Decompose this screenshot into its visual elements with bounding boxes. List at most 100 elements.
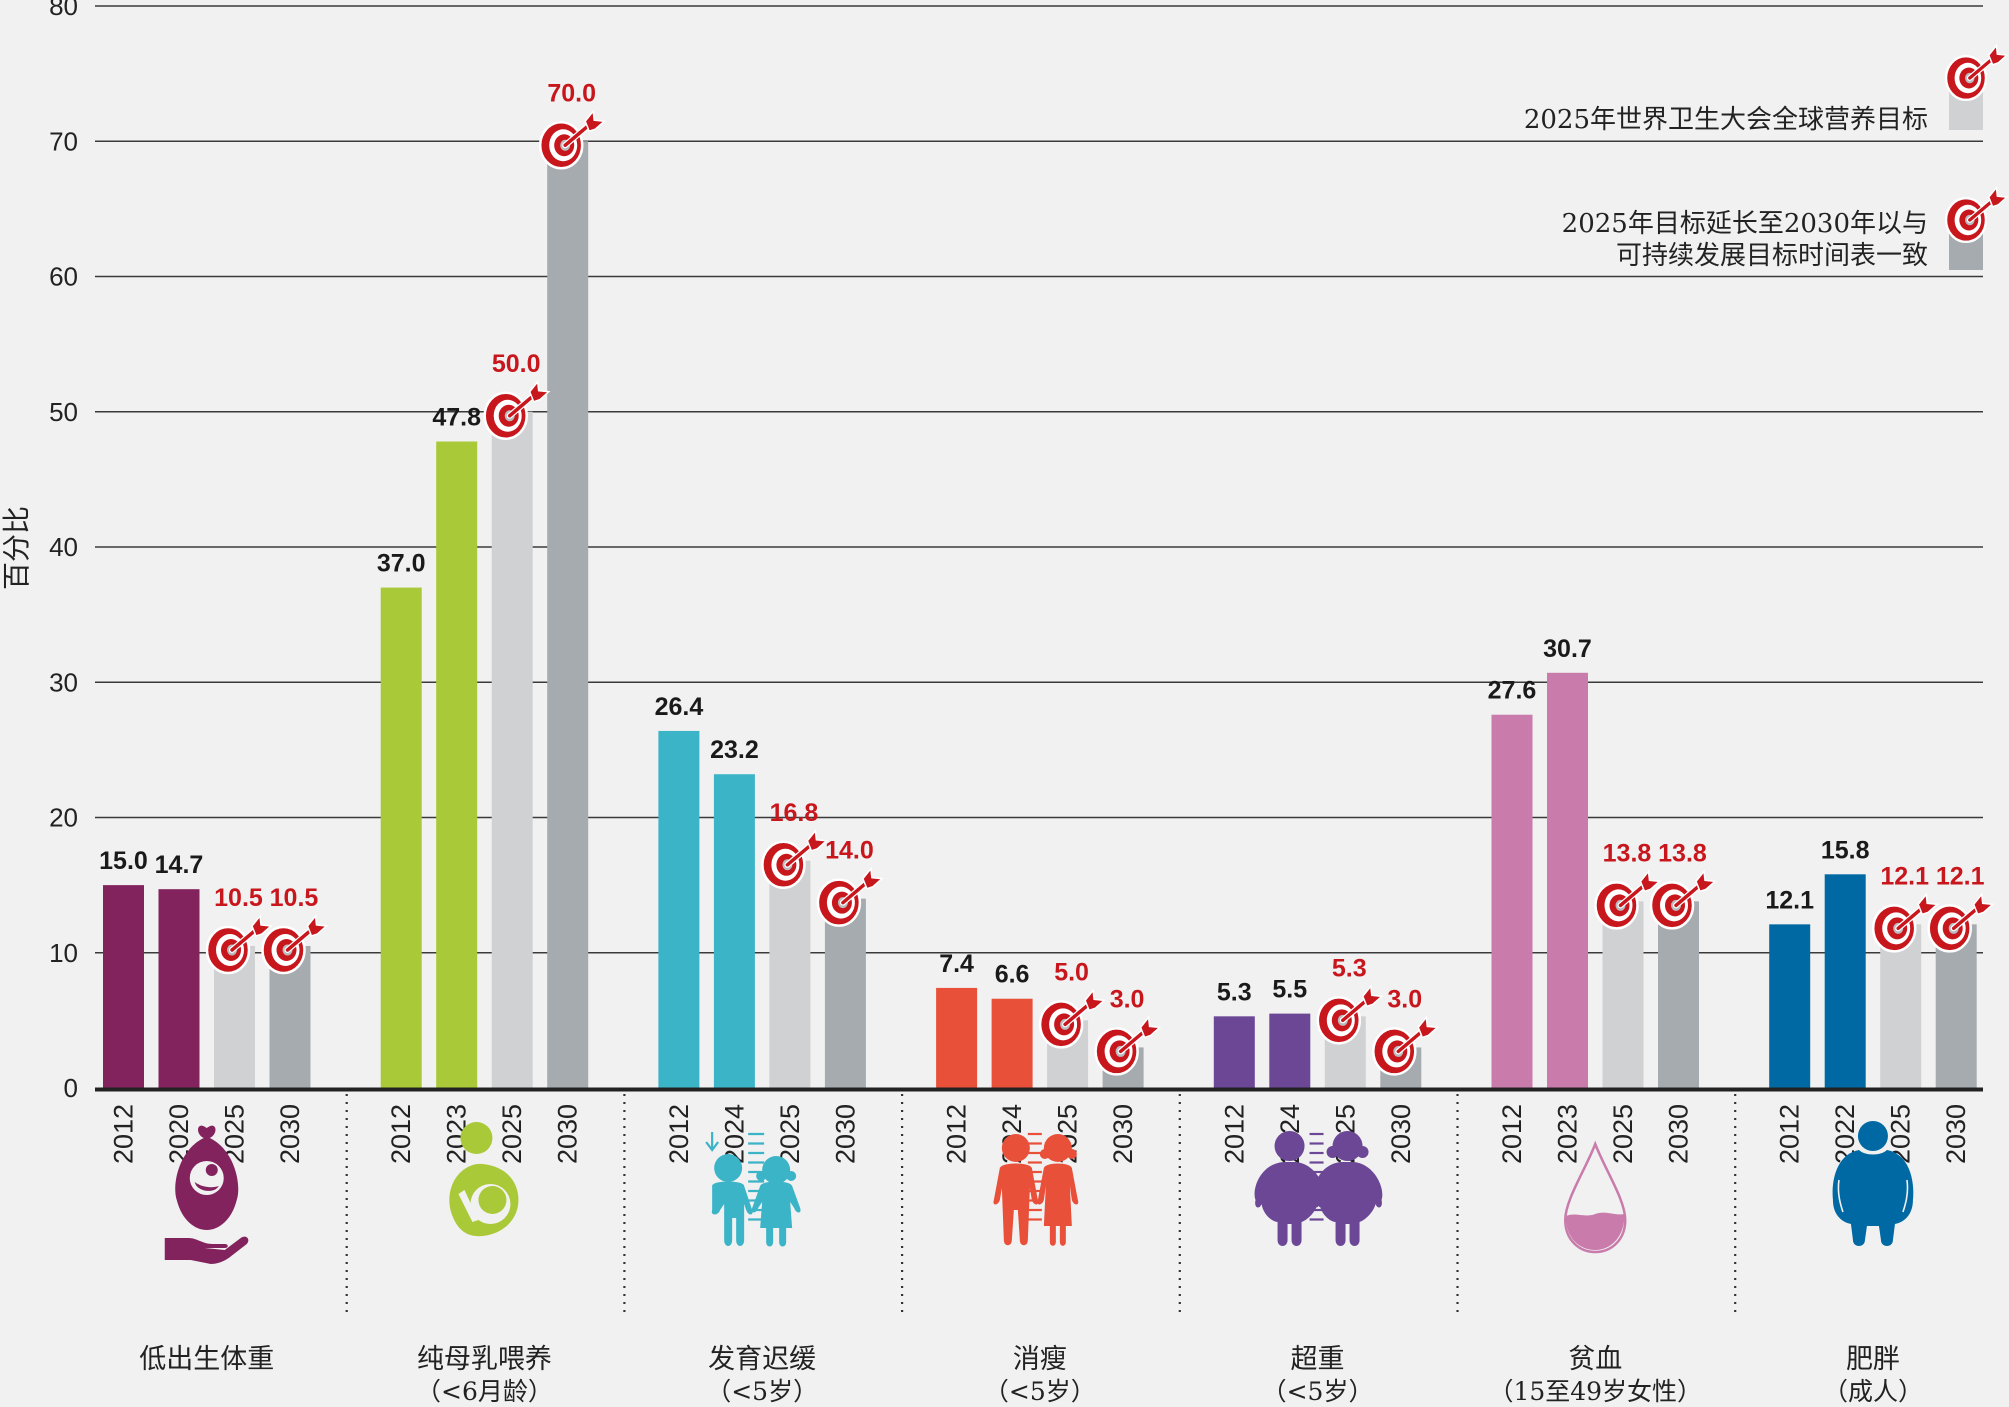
y-tick-label: 50 [49,397,78,427]
data-bar [1769,924,1811,1088]
icon-shape [460,1122,493,1154]
category-name: 贫血 [1568,1344,1622,1375]
target-bar [824,898,866,1088]
stunted-children-icon [705,1132,801,1247]
target-value-label: 70.0 [547,79,596,107]
target-icon [1318,986,1382,1043]
y-tick-label: 70 [49,126,78,156]
target-value-label: 50.0 [492,350,541,378]
year-label: 2030 [1664,1104,1694,1164]
year-label: 2025 [1608,1104,1638,1164]
data-value-label: 47.8 [432,404,481,432]
icon-shape [458,1190,479,1222]
icon-shape [1566,1212,1625,1250]
obese-adult-icon [1832,1121,1914,1246]
icon-shape [1563,1140,1627,1254]
icon-shape [1832,1150,1914,1246]
year-label: 2025 [775,1104,805,1164]
data-bar [103,885,144,1088]
data-value-label: 6.6 [995,961,1030,989]
data-value-label: 23.2 [710,736,759,764]
data-bar [658,730,700,1088]
target-value-label: 5.0 [1054,958,1089,986]
year-label: 2024 [719,1104,749,1164]
y-tick-label: 0 [64,1073,78,1103]
target-icon [1651,871,1715,928]
target-bar [1658,901,1699,1088]
bars [103,141,1977,1088]
y-tick-label: 60 [49,262,78,292]
data-bar [1213,1016,1255,1088]
target-bar [491,411,533,1088]
data-bar [1547,672,1588,1088]
legend-label: 2025年世界卫生大会全球营养目标 [1524,105,1928,135]
icon-shape [1356,1146,1369,1158]
target-icon [1596,871,1660,928]
category-name: 超重 [1291,1344,1345,1375]
target-value-label: 12.1 [1880,862,1929,890]
data-value-label: 15.8 [1821,836,1870,864]
data-value-label: 5.3 [1217,978,1252,1006]
year-label: 2023 [1553,1104,1583,1164]
icon-shape [993,1163,1039,1246]
category-name: 肥胖 [1846,1344,1900,1375]
target-bar [1935,924,1977,1088]
icon-shape [1837,1179,1844,1213]
data-value-label: 12.1 [1765,886,1814,914]
category-name: 消瘦 [1013,1344,1067,1375]
data-bar [436,441,478,1088]
icon-shape [714,1154,743,1182]
icon-shape [786,1171,797,1181]
year-label: 2025 [497,1104,527,1164]
data-value-label: 27.6 [1488,677,1537,705]
target-value-label: 10.5 [214,884,263,912]
data-bar [713,774,755,1088]
target-bar [547,141,589,1088]
category-subtitle: （<5岁） [706,1377,818,1406]
icon-shape [478,1186,507,1214]
target-icon [1929,894,1993,951]
target-value-label: 3.0 [1110,985,1145,1013]
y-tick-label: 10 [49,938,78,968]
year-label: 2030 [1386,1104,1416,1164]
icon-shape [1037,1163,1079,1246]
y-tick-label: 30 [49,667,78,697]
icon-shape [1332,1131,1363,1161]
icon-shape [1039,1149,1050,1159]
legend: 2025年世界卫生大会全球营养目标 2025年目标延长至2030年以与可持续发展目… [1524,46,2007,271]
target-icon [263,916,327,973]
icon-shape [1902,1179,1909,1213]
target-bar [1602,901,1644,1088]
overweight-children-icon [1254,1131,1383,1246]
year-label: 2012 [109,1104,139,1164]
target-bar [769,860,811,1088]
category-subtitle: （成人） [1823,1377,1923,1406]
data-bar [158,889,200,1088]
target-bar [1880,924,1922,1088]
legend-label: 可持续发展目标时间表一致 [1616,241,1928,271]
legend-label: 2025年目标延长至2030年以与 [1562,209,1928,239]
value-labels: 15.0 14.7 10.5 10.5 37.0 47.8 50.0 70.0 26.423.2… [99,79,1984,1013]
icon-shape [1001,1134,1030,1162]
data-value-label: 15.0 [99,847,148,875]
icon-shape [756,1171,767,1181]
target-value-label: 12.1 [1936,862,1985,890]
category-name: 低出生体重 [139,1344,274,1375]
year-label: 2012 [1497,1104,1527,1164]
baby-in-hand-icon [164,1125,249,1264]
icon-shape [762,1156,791,1184]
target-value-label: 13.8 [1603,839,1652,867]
data-value-label: 14.7 [155,851,204,879]
year-label: 2012 [1775,1104,1805,1164]
target-icon [1946,188,2007,242]
y-axis-label: 百分比 [0,506,33,590]
icon-shape [711,1181,753,1246]
year-label: 2012 [664,1104,694,1164]
category-subtitle: （<5岁） [984,1377,1096,1406]
category-icons [164,1121,1914,1264]
target-value-label: 10.5 [270,884,319,912]
icon-shape [205,1164,218,1176]
data-value-label: 30.7 [1543,635,1592,663]
target-value-label: 3.0 [1387,985,1422,1013]
